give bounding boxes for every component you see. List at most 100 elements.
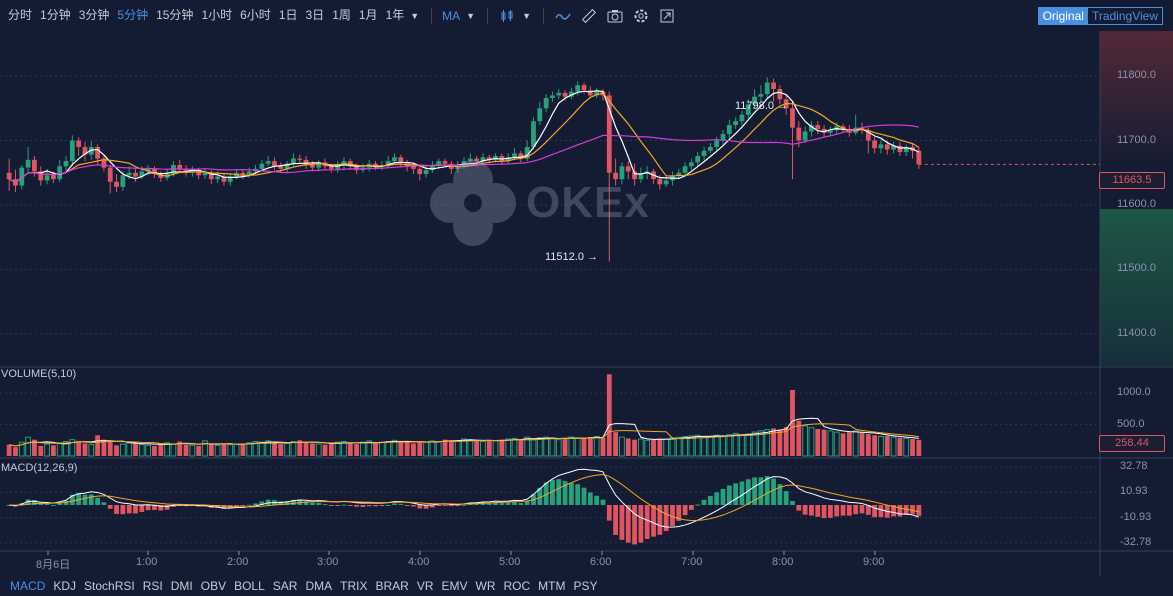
view-tradingview-button[interactable]: TradingView [1091, 9, 1158, 23]
candle-body [442, 161, 448, 164]
interval-7[interactable]: 1日 [278, 8, 298, 22]
volume-bar [878, 436, 884, 457]
volume-bar [158, 443, 164, 456]
gear-icon[interactable] [630, 5, 652, 27]
macd-histogram-bar [827, 505, 833, 518]
indicator-tab-macd[interactable]: MACD [10, 579, 46, 593]
okex-logo-icon [430, 160, 516, 246]
indicator-tab-wr[interactable]: WR [475, 579, 496, 593]
indicator-tab-kdj[interactable]: KDJ [53, 579, 77, 593]
macd-histogram-bar [360, 505, 366, 508]
indicator-tab-emv[interactable]: EMV [441, 579, 468, 593]
candle-type-icon[interactable] [496, 5, 518, 27]
indicator-tab-rsi[interactable]: RSI [142, 579, 163, 593]
fullscreen-icon[interactable] [656, 5, 678, 27]
volume-bar [284, 442, 291, 457]
candle-body [531, 121, 536, 147]
macd-histogram-bar [366, 505, 372, 507]
interval-1[interactable]: 1分钟 [40, 8, 71, 22]
volume-bar [214, 444, 221, 457]
candle-body [518, 153, 524, 159]
volume-bar [790, 390, 795, 456]
interval-4[interactable]: 15分钟 [156, 8, 194, 22]
indicator-tab-obv[interactable]: OBV [200, 579, 227, 593]
volume-bar [13, 447, 18, 456]
volume-bar [467, 439, 474, 457]
volume-bar [240, 443, 246, 456]
interval-8[interactable]: 3日 [305, 8, 325, 22]
macd-histogram-bar [373, 505, 378, 507]
volume-bar [613, 432, 619, 456]
indicator-tab-mtm[interactable]: MTM [538, 579, 566, 593]
volume-bar [44, 443, 50, 457]
macd-histogram-bar [461, 504, 467, 506]
candle-body [796, 127, 802, 141]
macd-histogram-bar [398, 503, 404, 505]
candle-body [625, 166, 631, 172]
macd-histogram-bar [38, 502, 44, 505]
candle-body [38, 171, 44, 181]
macd-histogram-bar [859, 505, 865, 514]
macd-histogram-bar [76, 493, 82, 505]
time-axis-label: 3:00 [317, 556, 339, 568]
interval-5[interactable]: 1小时 [201, 8, 233, 22]
volume-bar [360, 441, 366, 457]
indicator-tab-vr[interactable]: VR [416, 579, 434, 593]
candle-body [486, 157, 492, 160]
indicator-tab-boll[interactable]: BOLL [234, 579, 265, 593]
macd-histogram-bar [404, 505, 410, 506]
view-original-button[interactable]: Original [1038, 8, 1088, 24]
candle-body [682, 166, 688, 173]
volume-bar [334, 441, 341, 457]
time-axis-label: 1:00 [136, 556, 158, 568]
interval-3[interactable]: 5分钟 [117, 8, 149, 22]
volume-bar [657, 438, 663, 456]
line-draw-icon[interactable] [552, 5, 574, 27]
candle-body [265, 161, 271, 164]
indicator-tab-psy[interactable]: PSY [573, 579, 598, 593]
interval-0[interactable]: 分时 [8, 8, 33, 22]
indicator-tab-dmi[interactable]: DMI [170, 579, 193, 593]
volume-axis-label: 500.0 [1117, 417, 1145, 430]
interval-2[interactable]: 3分钟 [78, 8, 110, 22]
chart-type-dropdown-caret[interactable]: ▼ [522, 10, 532, 21]
order-book-asks-depth [1100, 31, 1173, 169]
macd-histogram-bar [840, 505, 846, 516]
indicator-tab-trix[interactable]: TRIX [340, 579, 368, 593]
macd-histogram-bar [177, 505, 183, 506]
volume-bar [328, 442, 334, 456]
volume-bar [429, 440, 436, 457]
macd-histogram-bar [619, 505, 625, 540]
indicator-dropdown-caret[interactable]: ▼ [466, 10, 476, 21]
interval-dropdown-caret[interactable]: ▼ [410, 10, 420, 21]
volume-bar [606, 374, 612, 456]
volume-bar [682, 436, 689, 457]
time-axis-label: 7:00 [681, 556, 703, 568]
indicator-tab-sar[interactable]: SAR [272, 579, 298, 593]
macd-histogram-bar [606, 505, 612, 521]
ruler-icon[interactable] [578, 5, 600, 27]
indicator-ma-select[interactable]: MA [442, 8, 461, 23]
macd-histogram-bar [303, 501, 309, 505]
indicator-tab-brar[interactable]: BRAR [375, 579, 409, 593]
interval-10[interactable]: 1月 [358, 8, 378, 22]
candle-body [417, 168, 423, 175]
macd-histogram-bar [32, 500, 37, 505]
indicator-tab-dma[interactable]: DMA [305, 579, 333, 593]
macd-histogram-bar [758, 477, 764, 505]
interval-11[interactable]: 1年 [385, 8, 405, 22]
high-price-annotation: 11798.0 → [735, 100, 789, 112]
indicator-tab-stochrsi[interactable]: StochRSI [84, 579, 135, 593]
volume-bar [227, 444, 234, 457]
macd-histogram-bar [259, 501, 265, 505]
chart-canvas[interactable] [0, 31, 1173, 576]
macd-histogram-bar [587, 492, 593, 505]
interval-9[interactable]: 1周 [332, 8, 351, 22]
low-price-annotation: 11512.0 → [545, 251, 599, 263]
volume-bar [258, 441, 265, 457]
interval-6[interactable]: 6小时 [240, 8, 271, 22]
volume-bar [290, 441, 297, 457]
camera-icon[interactable] [604, 5, 626, 27]
volume-bar [872, 435, 878, 456]
indicator-tab-roc[interactable]: ROC [503, 579, 531, 593]
